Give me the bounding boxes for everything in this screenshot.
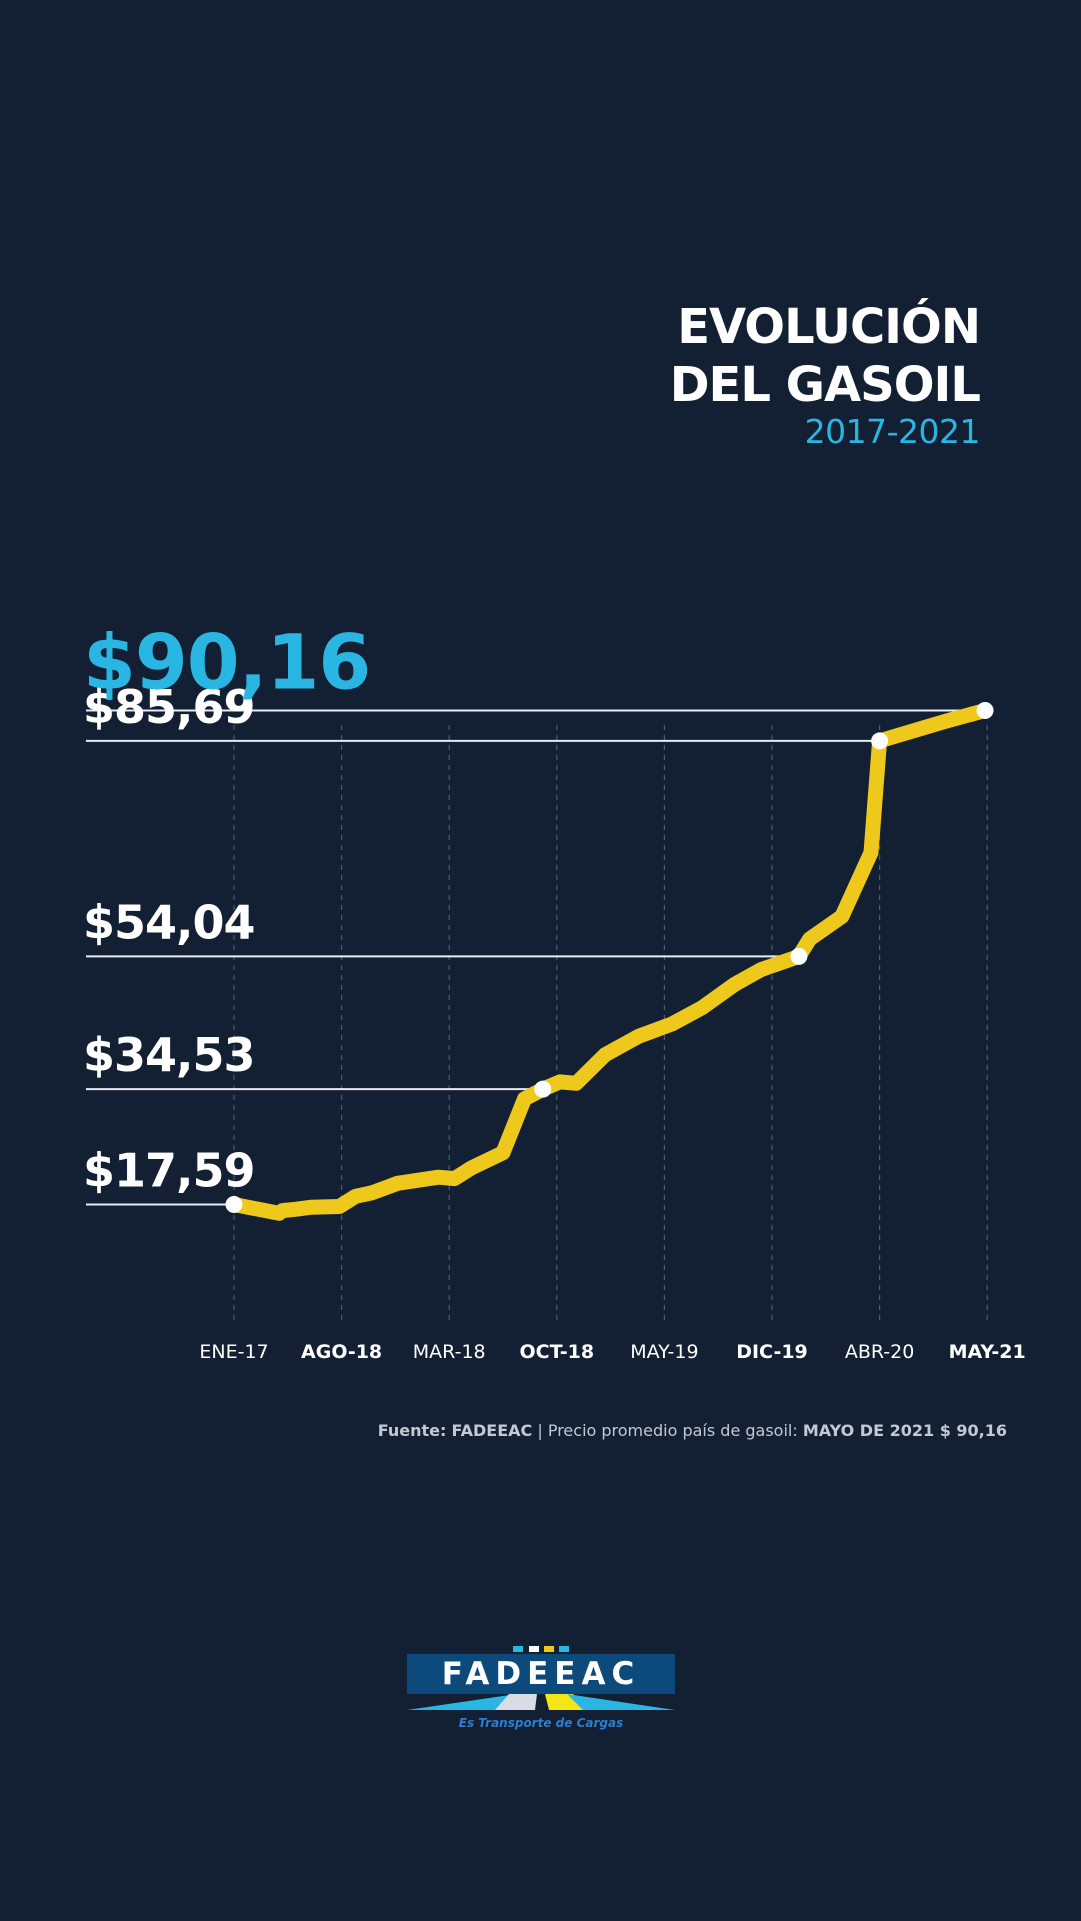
source-desc: Precio promedio país de gasoil: (547, 1421, 798, 1440)
logo-box (407, 1654, 675, 1694)
data-point (976, 702, 994, 719)
x-tick-label: MAR-18 (413, 1341, 486, 1363)
logo-text: FADEEAC (441, 1656, 641, 1692)
source-label: Fuente: (377, 1421, 447, 1440)
x-tick-label: ENE-17 (199, 1341, 268, 1363)
data-point (534, 1080, 552, 1098)
x-tick-label: DIC-19 (736, 1341, 808, 1363)
chart-title-line-1: EVOLUCIÓN (677, 299, 981, 355)
fadeeac-logo: FADEEAC Es Transporte de Cargas (407, 1646, 675, 1734)
data-value-label: $34,53 (83, 1028, 255, 1082)
x-tick-label: AGO-18 (301, 1341, 382, 1363)
logo-graphic (407, 1646, 675, 1710)
data-point (225, 1196, 243, 1213)
chart-title-line-2: DEL GASOIL (669, 357, 981, 413)
source-highlight: MAYO DE 2021 $ 90,16 (802, 1421, 1007, 1440)
data-value-label: $54,04 (83, 895, 255, 949)
data-point (871, 732, 889, 750)
x-tick-label: ABR-20 (845, 1341, 915, 1363)
source-note: Fuente: FADEEAC | Precio promedio país d… (378, 1421, 1007, 1440)
x-tick-label: OCT-18 (520, 1341, 595, 1363)
source-separator: | (537, 1421, 543, 1440)
data-value-label: $17,59 (83, 1144, 255, 1198)
title-block: EVOLUCIÓN DEL GASOIL 2017-2021 (669, 298, 981, 451)
chart-subtitle: 2017-2021 (804, 412, 981, 451)
source-org: FADEEAC (451, 1421, 533, 1440)
series-line (226, 703, 993, 1221)
data-value-label: $85,69 (83, 680, 255, 734)
logo-tagline: Es Transporte de Cargas (458, 1716, 624, 1730)
x-tick-label: MAY-21 (949, 1341, 1026, 1363)
data-point (790, 947, 808, 965)
data-value-label: $90,16 (83, 618, 370, 707)
x-tick-label: MAY-19 (630, 1341, 698, 1363)
